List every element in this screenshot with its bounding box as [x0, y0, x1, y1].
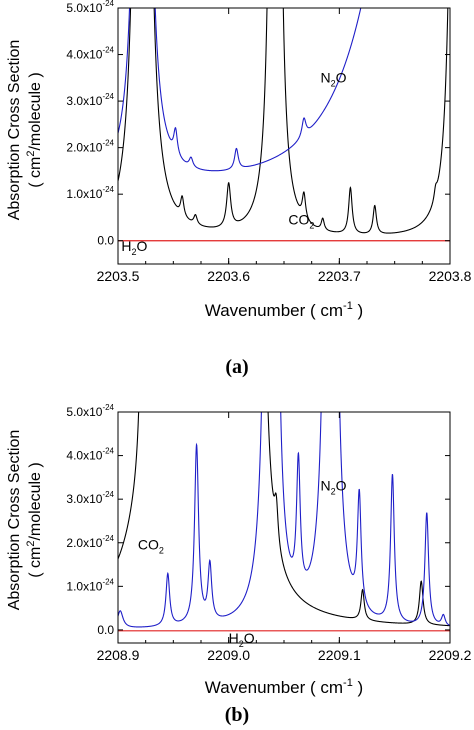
x-tick-label: 2203.5 — [97, 268, 140, 284]
x-tick-label: 2203.8 — [429, 268, 472, 284]
y-tick-label: 0.0 — [97, 234, 114, 248]
y-axis-label-line2: ( cm2/molecule ) — [25, 462, 44, 577]
y-tick-label: 2.0x10-24 — [66, 139, 114, 155]
series-line-black — [118, 412, 450, 627]
series-annotation: CO2 — [288, 211, 314, 230]
series-line-blue — [118, 412, 450, 628]
y-axis-label-line2: ( cm2/molecule ) — [25, 72, 44, 187]
y-tick-label: 0.0 — [97, 623, 114, 637]
y-tick-label: 4.0x10-24 — [66, 447, 114, 463]
plot-frame — [117, 411, 451, 644]
panel-label-b: (b) — [225, 704, 249, 726]
y-axis-label-line1: Absorption Cross Section — [6, 40, 23, 221]
plot-area: N2O CO2 H2O — [117, 411, 451, 649]
x-axis-label: Wavenumber ( cm-1 ) — [205, 677, 363, 697]
x-tick-label: 2209.0 — [207, 647, 250, 663]
y-tick-label: 5.0x10-24 — [66, 403, 114, 419]
series-annotation: H2O — [121, 238, 147, 257]
x-tick-labels: 2203.5 2203.6 2203.7 2203.8 — [97, 268, 472, 284]
series-line-black — [118, 8, 449, 234]
y-axis-label-line1: Absorption Cross Section — [6, 430, 23, 611]
y-tick-label: 1.0x10-24 — [66, 185, 114, 201]
series-annotation: CO2 — [138, 536, 164, 555]
series-annotation: H2O — [229, 630, 255, 649]
plot-area: N2O CO2 H2O — [117, 7, 451, 265]
x-tick-label: 2209.2 — [429, 647, 472, 663]
y-tick-label: 2.0x10-24 — [66, 534, 114, 550]
x-axis-label: Wavenumber ( cm-1 ) — [205, 300, 363, 320]
series-annotation: N2O — [321, 69, 347, 88]
x-tick-label: 2208.9 — [97, 647, 140, 663]
y-tick-label: 3.0x10-24 — [66, 92, 114, 108]
y-tick-label: 4.0x10-24 — [66, 46, 114, 62]
y-tick-labels: 0.0 1.0x10-24 2.0x10-24 3.0x10-24 4.0x10-24 5… — [66, 0, 114, 248]
y-tick-label: 3.0x10-24 — [66, 490, 114, 506]
panel-label-a: (a) — [225, 356, 248, 378]
y-axis-label: Absorption Cross Section ( cm2/molecule … — [6, 40, 44, 221]
y-tick-label: 5.0x10-24 — [66, 0, 114, 15]
panel-a: Absorption Cross Section ( cm2/molecule … — [6, 0, 472, 378]
x-tick-label: 2203.6 — [207, 268, 250, 284]
x-tick-labels: 2208.9 2209.0 2209.1 2209.2 — [97, 647, 472, 663]
y-axis-label: Absorption Cross Section ( cm2/molecule … — [6, 430, 44, 611]
series-line-blue — [118, 8, 362, 172]
y-tick-label: 1.0x10-24 — [66, 577, 114, 593]
x-tick-label: 2203.7 — [318, 268, 361, 284]
series-annotation: N2O — [321, 477, 347, 496]
x-tick-label: 2209.1 — [318, 647, 361, 663]
panel-b: Absorption Cross Section ( cm2/molecule … — [6, 403, 472, 726]
y-tick-labels: 0.0 1.0x10-24 2.0x10-24 3.0x10-24 4.0x10-24 5… — [66, 403, 114, 637]
